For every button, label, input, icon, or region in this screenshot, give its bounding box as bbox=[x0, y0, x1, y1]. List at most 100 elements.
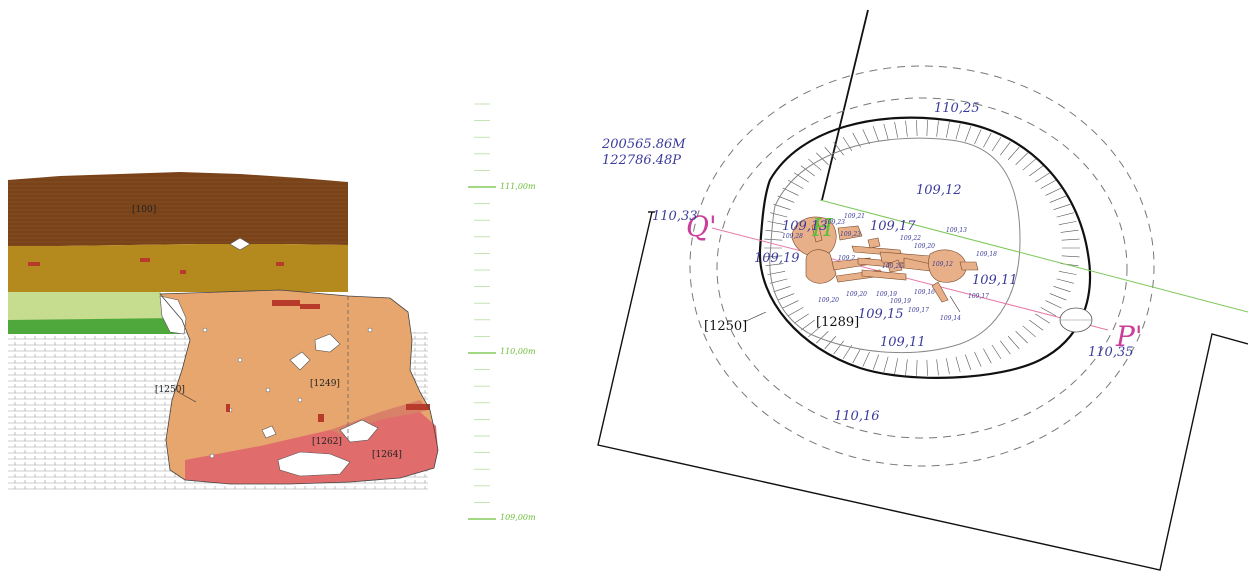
hachure-tick bbox=[946, 121, 950, 138]
elevation-109-12: 109,12 bbox=[916, 183, 962, 198]
section-marker-p: P' bbox=[1115, 320, 1143, 353]
hachure-tick bbox=[926, 359, 928, 376]
small-elevation: 109,13 bbox=[946, 227, 967, 234]
hachure-tick bbox=[782, 300, 799, 309]
small-elevation: 109,20 bbox=[914, 243, 935, 250]
hachure-tick bbox=[800, 319, 815, 331]
hachure-tick bbox=[883, 356, 889, 373]
small-elevation: 109,20 bbox=[846, 291, 867, 298]
plan-context-1289: [1289] bbox=[816, 315, 859, 330]
hachure-tick bbox=[852, 348, 861, 364]
hachure-tick bbox=[883, 123, 889, 140]
small-elevation: 109,16 bbox=[914, 289, 935, 296]
small-elevation: 109,17 bbox=[908, 307, 929, 314]
hachure-tick bbox=[816, 331, 829, 344]
hachure-tick bbox=[770, 278, 788, 284]
trench-outline bbox=[597, 211, 1248, 571]
hachure-tick bbox=[926, 120, 928, 137]
hachure-tick bbox=[833, 340, 844, 355]
hachure-tick bbox=[808, 325, 822, 338]
elevation-109-11-bottom: 109,11 bbox=[880, 335, 926, 350]
hachure-tick bbox=[894, 358, 898, 375]
hachure-tick bbox=[1022, 325, 1036, 338]
hachure-tick bbox=[764, 255, 783, 258]
scale-label-109: 109,00m bbox=[500, 513, 536, 522]
hachure-tick bbox=[964, 354, 972, 370]
small-elevation: 109,2 bbox=[838, 255, 855, 262]
small-elevation: 109,23 bbox=[824, 219, 845, 226]
hachure-tick bbox=[773, 203, 791, 210]
hachure-tick bbox=[862, 129, 870, 145]
skeleton bbox=[791, 216, 979, 303]
hachure-tick bbox=[1015, 152, 1028, 165]
small-elevation: 109,21 bbox=[844, 213, 865, 220]
hachure-tick bbox=[872, 354, 880, 370]
hachure-tick bbox=[1029, 319, 1044, 331]
layer-green bbox=[8, 318, 180, 334]
elevation-110-16: 110,16 bbox=[834, 409, 880, 424]
hachure-tick bbox=[765, 263, 784, 267]
hachure-tick bbox=[1000, 340, 1011, 355]
hachure-tick bbox=[974, 129, 982, 145]
small-elevation: 109,18 bbox=[976, 251, 997, 258]
hachure-tick bbox=[833, 141, 844, 156]
elevation-109-15: 109,15 bbox=[858, 307, 904, 322]
height-scale bbox=[468, 103, 496, 520]
elevation-110-35: 110,35 bbox=[1088, 345, 1134, 360]
hachure-tick bbox=[808, 158, 822, 171]
small-elevation: 109,19 bbox=[890, 298, 911, 305]
hachure-tick bbox=[1056, 212, 1074, 218]
layer-light-green bbox=[8, 292, 178, 322]
hachure-tick bbox=[767, 221, 786, 226]
section-drawing: [100] [1250] [1249] [1262] [1264] bbox=[8, 172, 439, 492]
pit-outline-outer bbox=[758, 116, 1092, 379]
hachure-tick bbox=[1053, 203, 1071, 210]
hachure-tick bbox=[824, 146, 837, 160]
hachure-tick bbox=[983, 348, 992, 364]
small-elevation: 109,28 bbox=[782, 233, 803, 240]
hachure-tick bbox=[765, 229, 784, 233]
plan-context-1250: [1250] bbox=[704, 319, 747, 334]
hachure-tick bbox=[1040, 179, 1057, 189]
hachure-tick bbox=[936, 120, 939, 137]
hachure-tick bbox=[916, 359, 918, 376]
hachure-tick bbox=[773, 286, 791, 293]
contour-ring-mid bbox=[716, 97, 1128, 439]
context-label-1250: [1250] bbox=[155, 385, 185, 395]
small-elevation: 109,22 bbox=[900, 235, 921, 242]
hachure-tick bbox=[964, 126, 972, 142]
plan-drawing: 200565.86M 122786.48P Q' P' H [1250] [12… bbox=[597, 9, 1248, 571]
hachure-tick bbox=[1053, 286, 1071, 293]
hachure-tick bbox=[770, 212, 788, 218]
hachure-tick bbox=[1045, 187, 1062, 196]
hachure-tick bbox=[1035, 172, 1050, 183]
hachure-tick bbox=[1056, 278, 1074, 284]
small-elevation: 109,14 bbox=[940, 315, 961, 322]
hachure-tick bbox=[1029, 165, 1044, 177]
hachure-tick bbox=[991, 136, 1002, 152]
context-label-100: [100] bbox=[132, 205, 156, 215]
hachure-tick bbox=[1049, 195, 1067, 203]
context-label-1264: [1264] bbox=[372, 450, 402, 460]
hachure-tick bbox=[872, 126, 880, 142]
hachure-tick bbox=[800, 165, 815, 177]
hachure-tick bbox=[862, 351, 870, 367]
hachure-tick bbox=[777, 293, 795, 301]
scale-label-111: 111,00m bbox=[500, 182, 536, 191]
elevation-109-13: 109,13 bbox=[782, 219, 828, 234]
hachure-tick bbox=[905, 359, 908, 376]
hachure-tick bbox=[794, 172, 809, 183]
hachure-tick bbox=[1045, 300, 1062, 309]
small-elevation: 109,26 bbox=[882, 263, 903, 270]
hachure-tick bbox=[946, 358, 950, 375]
hachure-tick bbox=[777, 195, 795, 203]
hachure-tick bbox=[824, 336, 837, 350]
hachure-tick bbox=[991, 344, 1002, 360]
context-label-1262: [1262] bbox=[312, 437, 342, 447]
section-line-q-p bbox=[711, 227, 1109, 331]
small-elevation: 109,12 bbox=[932, 261, 953, 268]
hachure-tick bbox=[974, 351, 982, 367]
small-elevation: 109,19 bbox=[876, 291, 897, 298]
section-marker-q: Q' bbox=[686, 210, 717, 243]
